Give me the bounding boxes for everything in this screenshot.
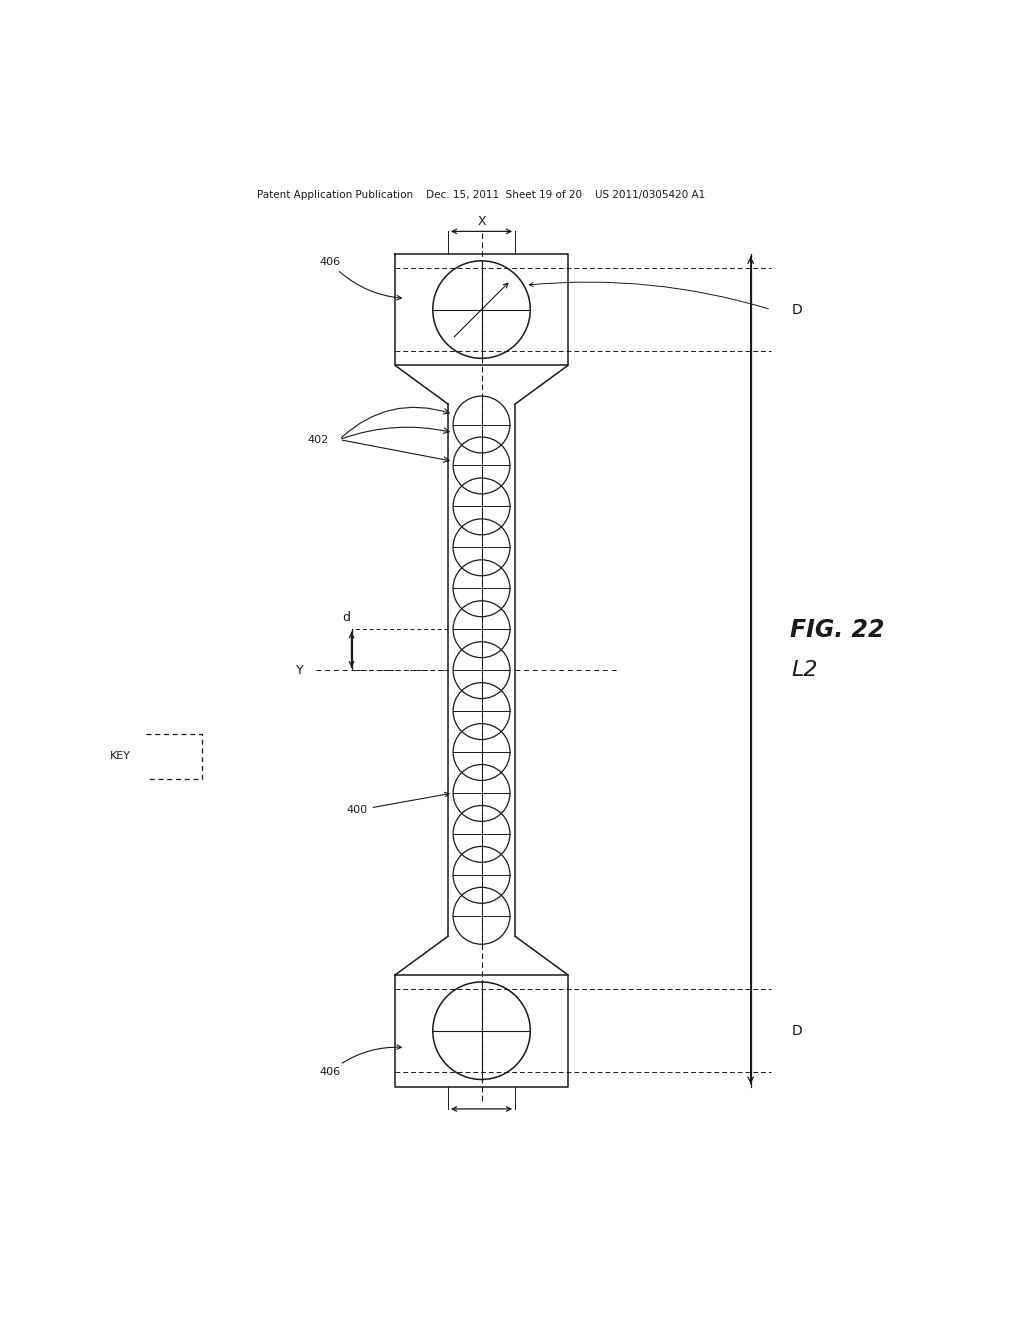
Text: KEY: KEY [111,751,131,762]
Text: Patent Application Publication    Dec. 15, 2011  Sheet 19 of 20    US 2011/03054: Patent Application Publication Dec. 15, … [257,190,706,199]
Text: 400: 400 [346,792,450,816]
Text: 402: 402 [308,434,329,445]
Text: X: X [477,215,485,228]
Text: 406: 406 [319,257,401,300]
Text: L2: L2 [792,660,818,680]
Text: FIG. 22: FIG. 22 [790,618,885,642]
Text: d: d [342,611,350,623]
Text: Y: Y [296,664,304,677]
Text: D: D [792,302,802,317]
Text: D: D [792,1024,802,1038]
Text: 406: 406 [319,1045,401,1077]
